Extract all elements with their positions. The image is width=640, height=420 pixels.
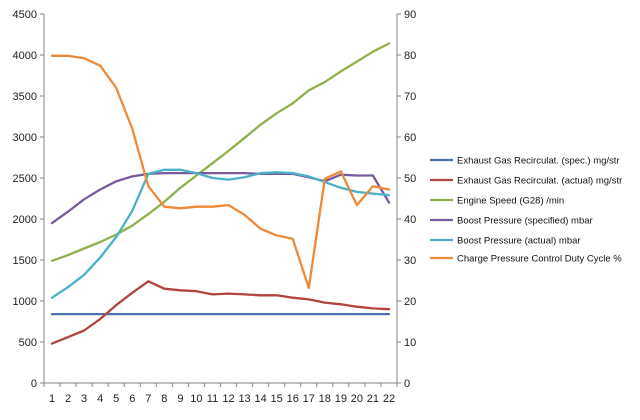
legend-label-6: Charge Pressure Control Duty Cycle % xyxy=(457,254,622,265)
series-layer xyxy=(50,42,391,345)
x-tick-label: 4 xyxy=(97,393,103,405)
legend: Exhaust Gas Recirculat. (spec.) mg/str Ex… xyxy=(430,156,622,265)
x-tick-label: 19 xyxy=(335,393,347,405)
x-tick-label: 11 xyxy=(207,393,218,405)
series-line-3 xyxy=(50,42,391,262)
y-left-tick-label: 3500 xyxy=(13,91,37,103)
x-tick-label: 13 xyxy=(238,393,250,405)
y-right-tick-label: 70 xyxy=(404,91,416,103)
x-tick-label: 12 xyxy=(222,393,234,405)
series-line-4 xyxy=(50,171,391,225)
x-tick-label: 7 xyxy=(145,393,151,405)
y-left-tick-label: 2500 xyxy=(13,173,37,185)
x-tick-label: 9 xyxy=(177,393,183,405)
y-right-tick-label: 80 xyxy=(404,50,416,62)
x-tick-label: 8 xyxy=(161,393,167,405)
x-tick-label: 5 xyxy=(113,393,119,405)
legend-label-5: Boost Pressure (actual) mbar xyxy=(457,236,581,247)
legend-label-2: Exhaust Gas Recirculat. (actual) mg/str xyxy=(457,176,622,187)
series-line-6 xyxy=(50,54,391,290)
y-left-tick-label: 1500 xyxy=(13,255,37,267)
y-right-tick-label: 40 xyxy=(404,214,416,226)
y-right-tick-label: 30 xyxy=(404,255,416,267)
x-tick-label: 16 xyxy=(287,393,299,405)
x-tick-label: 3 xyxy=(81,393,87,405)
y-left-tick-label: 4000 xyxy=(13,50,37,62)
x-tick-label: 10 xyxy=(190,393,202,405)
x-tick-label: 20 xyxy=(351,393,363,405)
y-right-tick-label: 20 xyxy=(404,296,416,308)
legend-label-3: Engine Speed (G28) /min xyxy=(457,196,564,207)
y-right-tick-label: 60 xyxy=(404,132,416,144)
series-line-2 xyxy=(50,280,391,345)
series-line-5 xyxy=(50,168,391,299)
y-left-tick-label: 0 xyxy=(31,378,37,390)
x-tick-label: 14 xyxy=(254,393,266,405)
legend-label-1: Exhaust Gas Recirculat. (spec.) mg/str xyxy=(457,156,620,167)
x-tick-label: 18 xyxy=(319,393,331,405)
x-tick-label: 6 xyxy=(129,393,135,405)
x-tick-label: 2 xyxy=(65,393,71,405)
x-tick-label: 17 xyxy=(303,393,315,405)
y-right-tick-label: 50 xyxy=(404,173,416,185)
x-tick-label: 15 xyxy=(271,393,283,405)
y-right-tick-label: 90 xyxy=(404,9,416,21)
y-right-tick-label: 0 xyxy=(404,378,410,390)
x-tick-label: 1 xyxy=(49,393,55,405)
x-tick-label: 22 xyxy=(383,393,395,405)
y-left-tick-label: 4500 xyxy=(13,9,37,21)
legend-label-4: Boost Pressure (specified) mbar xyxy=(457,216,593,227)
x-tick-label: 21 xyxy=(367,393,379,405)
y-left-tick-label: 2000 xyxy=(13,214,37,226)
axes: 0 500 1000 1500 2000 2500 3000 3500 4000 4500 0 10 2… xyxy=(13,9,417,405)
y-left-tick-label: 1000 xyxy=(13,296,37,308)
y-right-tick-label: 10 xyxy=(404,337,416,349)
y-left-tick-label: 500 xyxy=(19,337,37,349)
y-left-tick-label: 3000 xyxy=(13,132,37,144)
